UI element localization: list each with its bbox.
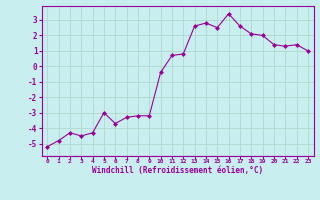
X-axis label: Windchill (Refroidissement éolien,°C): Windchill (Refroidissement éolien,°C) <box>92 166 263 175</box>
